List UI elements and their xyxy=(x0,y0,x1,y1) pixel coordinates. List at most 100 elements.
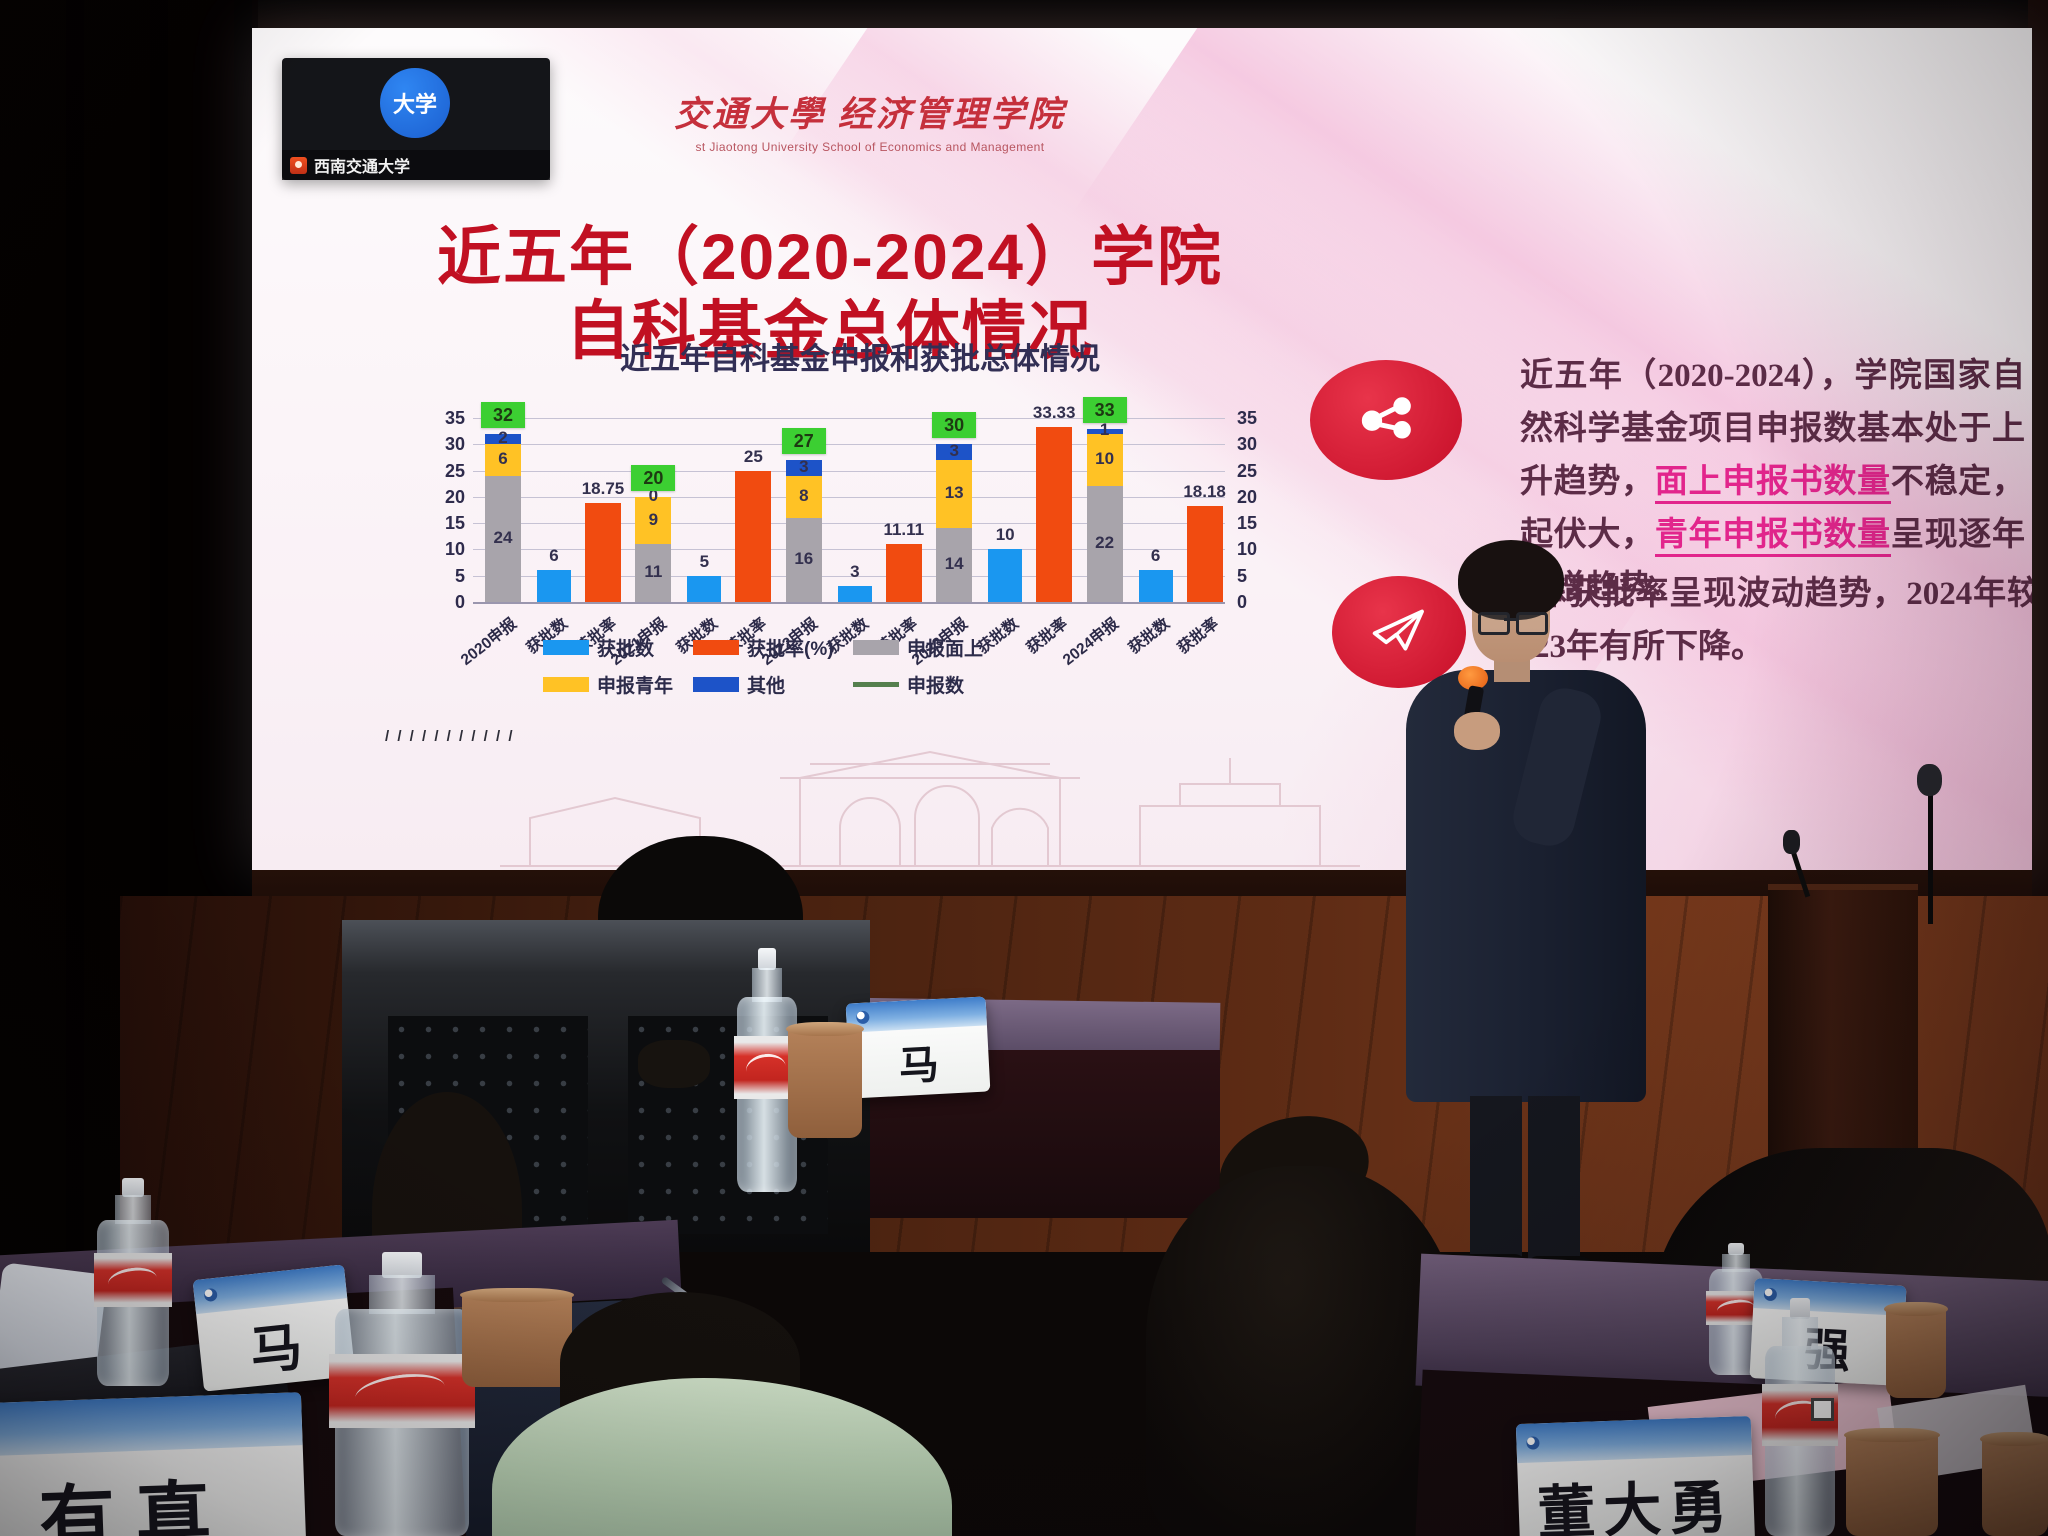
legend-item: 申报面上 xyxy=(853,634,1023,661)
y-axis-tick-right: 30 xyxy=(1237,434,1258,455)
y-axis-tick-left: 5 xyxy=(454,565,465,586)
water-bottle xyxy=(1760,1298,1840,1536)
paper-cup xyxy=(786,1022,864,1138)
presenter xyxy=(1398,540,1668,1310)
legend-label: 申报面上 xyxy=(907,639,984,660)
school-logo-en: st Jiaotong University School of Economi… xyxy=(695,140,1045,154)
segment-label: 22 xyxy=(1095,533,1115,553)
bottle-label xyxy=(329,1354,475,1429)
approved-count-label: 6 xyxy=(1150,546,1161,566)
paper-cup xyxy=(460,1288,574,1387)
legend-label: 申报数 xyxy=(907,676,965,697)
presenter-leg xyxy=(1470,1096,1522,1262)
share-icon xyxy=(1310,360,1462,480)
segment-label: 13 xyxy=(944,483,964,503)
legend-swatch xyxy=(693,677,739,692)
segment-label: 2 xyxy=(498,428,508,448)
y-axis-tick-left: 15 xyxy=(444,513,465,534)
presenter-leg xyxy=(1528,1096,1580,1262)
segment-label: 3 xyxy=(949,441,959,461)
video-call-overlay: 大学 西南交通大学 xyxy=(282,58,550,180)
approval-rate-bar xyxy=(1186,506,1223,602)
segment-label: 1 xyxy=(1099,420,1110,440)
name-card-text: 董大勇 xyxy=(1536,1474,1737,1536)
y-axis-tick-left: 0 xyxy=(454,592,465,612)
total-badge: 30 xyxy=(932,412,977,439)
audience-head-woman xyxy=(1146,1166,1460,1536)
y-axis-tick-right: 5 xyxy=(1237,565,1248,586)
desk-object xyxy=(638,1040,710,1088)
legend-swatch xyxy=(853,682,899,687)
y-axis-tick-right: 25 xyxy=(1237,460,1258,481)
bottle-label xyxy=(93,1252,173,1307)
avatar-circle: 大学 xyxy=(380,68,450,138)
segment-label: 3 xyxy=(799,456,809,476)
projection-screen: 大学 西南交通大学 交通大學 经济管理学院 st Jiaotong Univer… xyxy=(252,28,2032,873)
legend-item: 申报数 xyxy=(853,671,1023,698)
y-axis-tick-right: 35 xyxy=(1237,408,1258,428)
approval-rate-bar xyxy=(735,470,772,602)
approval-rate-label: 18.18 xyxy=(1183,482,1226,502)
approval-rate-bar xyxy=(585,503,621,602)
legend-label: 获批数 xyxy=(597,639,655,660)
approval-rate-bar xyxy=(1036,426,1073,602)
total-badge: 20 xyxy=(631,464,676,491)
segment-label: 8 xyxy=(799,485,809,505)
legend-item: 获批数 xyxy=(543,634,693,661)
university-logo-icon xyxy=(290,156,307,174)
legend-item: 其他 xyxy=(693,671,853,698)
y-axis-tick-right: 0 xyxy=(1237,592,1248,612)
water-bottle xyxy=(326,1252,478,1536)
glasses-bridge xyxy=(1504,618,1516,621)
total-badge: 33 xyxy=(1082,396,1127,423)
approved-count-bar xyxy=(1138,570,1173,602)
axis-baseline xyxy=(473,602,1225,604)
legend-swatch xyxy=(543,640,589,655)
mic-stand-head xyxy=(1917,764,1942,796)
funding-bar-chart: 0 0 5 5 10 10 15 15 20 20 25 25 30 30 35 35 24 6 2 32 6 18.75… xyxy=(425,382,1295,698)
segment-label: 14 xyxy=(944,554,964,574)
paper-cup xyxy=(1844,1428,1940,1536)
name-card: 有真 xyxy=(0,1392,307,1536)
glasses-lens xyxy=(1516,612,1548,635)
legend-swatch xyxy=(853,640,899,655)
total-badge: 27 xyxy=(781,428,826,455)
name-card: 马 xyxy=(845,996,991,1099)
presenter-jacket xyxy=(1406,670,1646,1102)
name-card-text: 马 xyxy=(897,1041,941,1089)
glasses-lens xyxy=(1478,612,1510,635)
slide-header: 交通大學 经济管理学院 st Jiaotong University Schoo… xyxy=(560,86,1180,154)
y-axis-tick-right: 10 xyxy=(1237,539,1258,560)
approved-count-label: 3 xyxy=(850,562,860,582)
campus-gate-line-art xyxy=(500,750,1360,867)
qr-code xyxy=(1810,1397,1834,1421)
segment-label: 16 xyxy=(794,548,814,568)
school-logo-cn: 交通大學 经济管理学院 xyxy=(674,95,1066,134)
paper-cup xyxy=(1980,1432,2048,1536)
mic-stand xyxy=(1928,790,1933,924)
segment-label: 24 xyxy=(493,527,513,547)
legend-swatch xyxy=(543,677,589,692)
podium-mic-head xyxy=(1783,830,1800,854)
presenter-hand xyxy=(1454,712,1500,750)
legend-label: 获批率(%) xyxy=(747,639,834,660)
legend-label: 申报青年 xyxy=(597,676,674,697)
chart-title: 近五年自科基金申报和获批总体情况 xyxy=(620,343,1100,376)
water-bottle xyxy=(92,1178,174,1386)
total-badge: 32 xyxy=(481,401,525,428)
legend-item: 申报青年 xyxy=(543,671,693,698)
approval-rate-bar xyxy=(885,543,922,602)
y-axis-tick-left: 20 xyxy=(444,486,465,507)
overlay-label: 西南交通大学 xyxy=(314,159,411,176)
legend-item: 获批率(%) xyxy=(693,634,853,661)
segment-label: 9 xyxy=(648,509,659,529)
segment-label: 6 xyxy=(498,449,508,469)
paper-cup xyxy=(1884,1302,1948,1398)
approved-count-label: 6 xyxy=(549,546,559,566)
approved-count-label: 10 xyxy=(995,525,1015,545)
bullet-1: 近五年（2020-2024），学院国家自然科学基金项目申报数基本处于上升趋势，面… xyxy=(1310,348,2030,606)
segment-label: 10 xyxy=(1095,449,1115,469)
legend-swatch xyxy=(693,640,739,655)
approved-count-bar xyxy=(687,575,722,602)
